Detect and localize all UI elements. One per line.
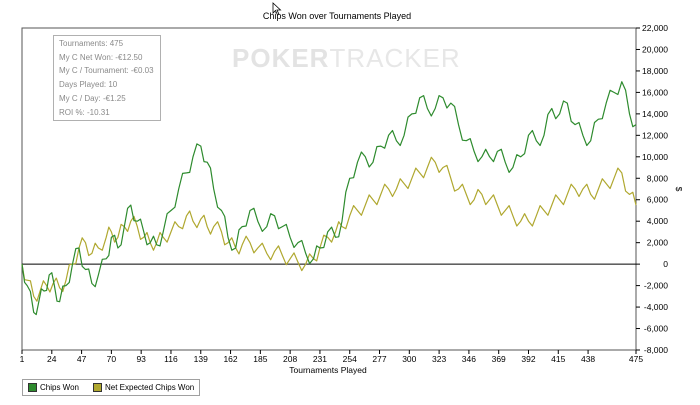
y-tick-label: 6,000 [647,195,669,205]
x-tick-label: 369 [492,354,506,364]
chart-title: Chips Won over Tournaments Played [263,11,411,21]
x-tick-label: 47 [77,354,87,364]
chart-legend: Chips Won Net Expected Chips Won [22,379,201,396]
y-axis: 22,000 20,000 18,000 16,000 14,000 12,000 10,0… [636,23,668,355]
x-axis-label: Tournaments Played [289,365,367,375]
legend-swatch-net-expected [92,383,102,392]
x-tick-label: 277 [372,354,386,364]
y-tick-label: 4,000 [647,216,669,226]
y-axis-label: $ [674,187,684,192]
stat-tournaments: Tournaments: 475 [59,39,124,48]
legend-item-chips-won[interactable]: Chips Won [28,383,79,392]
y-tick-label: -4,000 [644,302,668,312]
x-tick-label: 475 [629,354,643,364]
x-axis: 1 24 47 70 93 116 139 162 185 208 231 254 277 300 323 3… [20,350,643,364]
stat-per-day: My C / Day: -€1.25 [59,93,126,103]
series-line-net-expected-chips-won [21,156,637,302]
x-tick-label: 415 [551,354,565,364]
x-tick-label: 254 [343,354,357,364]
legend-label-chips-won: Chips Won [40,383,79,392]
pokertracker-watermark: POKERTRACKER [232,43,461,74]
x-tick-label: 231 [313,354,327,364]
y-tick-label: 0 [663,259,668,269]
y-tick-label: 22,000 [642,23,668,33]
x-tick-label: 438 [581,354,595,364]
y-tick-label: 14,000 [642,109,668,119]
stats-box: Tournaments: 475 My C Net Won: -€12.50 M… [53,35,161,121]
x-tick-label: 346 [462,354,476,364]
y-tick-label: 12,000 [642,130,668,140]
legend-swatch-chips-won [28,383,37,392]
y-tick-label: 10,000 [642,152,668,162]
x-tick-label: 116 [164,354,178,364]
series-lines [21,81,637,316]
x-tick-label: 208 [283,354,297,364]
x-tick-label: 392 [521,354,535,364]
stat-roi: ROI %: -10.31 [59,107,110,117]
legend-label-net-expected: Net Expected Chips Won [104,383,195,392]
y-tick-label: -6,000 [644,324,668,334]
legend-item-net-expected[interactable]: Net Expected Chips Won [92,383,195,392]
y-tick-label: -2,000 [644,281,668,291]
stat-net-won: My C Net Won: -€12.50 [59,52,143,62]
y-tick-label: 8,000 [647,173,669,183]
x-tick-label: 300 [402,354,416,364]
y-tick-label: 2,000 [647,238,669,248]
y-tick-label: 16,000 [642,87,668,97]
x-tick-label: 1 [20,354,25,364]
x-tick-label: 323 [432,354,446,364]
y-tick-label: 20,000 [642,44,668,54]
stat-days-played: Days Played: 10 [59,80,118,90]
series-line-chips-won [21,81,637,316]
watermark-poker: POKER [232,43,330,73]
mouse-cursor-icon [272,2,282,16]
x-tick-label: 185 [253,354,267,364]
x-tick-label: 70 [107,354,117,364]
y-tick-label: 18,000 [642,66,668,76]
x-tick-label: 139 [194,354,208,364]
stat-per-tournament: My C / Tournament: -€0.03 [59,66,154,76]
y-tick-label: -8,000 [644,345,668,355]
x-tick-label: 24 [47,354,57,364]
x-tick-label: 93 [136,354,146,364]
plot-area [21,27,637,351]
x-tick-label: 162 [223,354,237,364]
watermark-tracker: TRACKER [329,43,461,73]
